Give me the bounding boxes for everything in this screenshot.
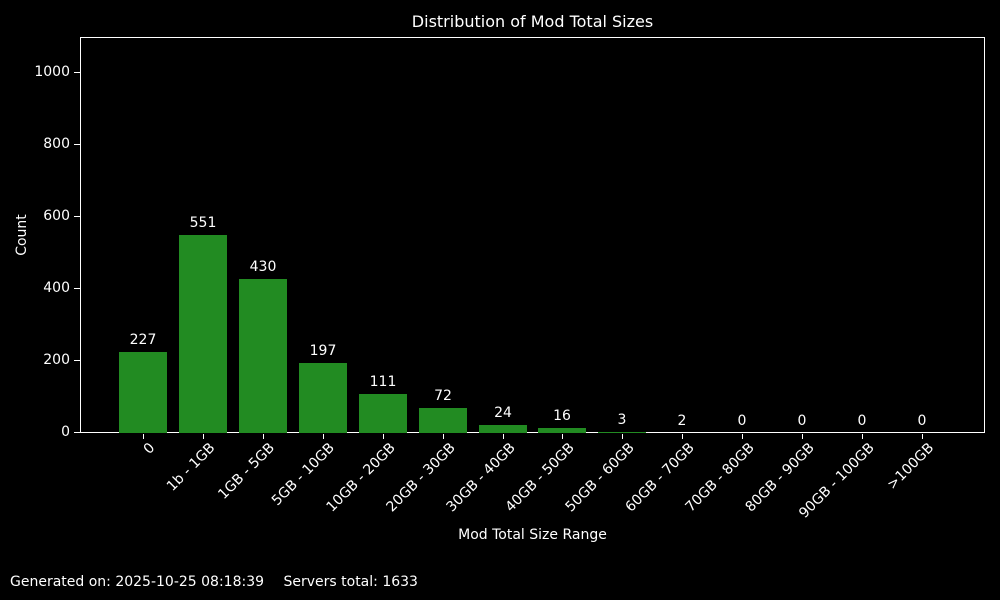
bar-value-label: 0 — [737, 413, 747, 429]
bar-value-label: 197 — [309, 343, 337, 359]
bar — [239, 279, 287, 433]
x-tick-label-text: 1b - 1GB — [163, 440, 219, 495]
x-axis-title: Mod Total Size Range — [458, 527, 607, 543]
chart-title: Distribution of Mod Total Sizes — [411, 12, 654, 31]
bar-value-label: 72 — [434, 388, 452, 404]
footer: Generated on: 2025-10-25 08:18:39 Server… — [10, 574, 418, 590]
bar-value-label: 2 — [677, 413, 687, 429]
footer-generated-text: Generated on: 2025-10-25 08:18:39 — [10, 574, 265, 590]
x-tick-label-text: 0 — [140, 440, 159, 458]
x-tick-label-text: >100GB — [884, 440, 938, 493]
x-tick-mark — [682, 434, 683, 439]
y-tick-mark — [74, 360, 80, 361]
x-tick-mark — [922, 434, 923, 439]
x-tick-mark — [622, 434, 623, 439]
x-tick-mark — [742, 434, 743, 439]
y-tick-mark — [74, 432, 80, 433]
bar-value-label: 0 — [857, 413, 867, 429]
x-tick-mark — [802, 434, 803, 439]
bar-value-label: 24 — [494, 405, 512, 421]
x-tick-mark — [503, 434, 504, 439]
bar — [598, 432, 646, 433]
y-tick-mark — [74, 216, 80, 217]
bar-value-label: 430 — [249, 259, 277, 275]
footer-servers-total-text: Servers total: 1633 — [283, 574, 418, 590]
y-tick-label: 600 — [43, 208, 70, 224]
y-tick-label: 400 — [43, 280, 70, 296]
x-tick-mark — [203, 434, 204, 439]
x-tick-mark — [143, 434, 144, 439]
bar — [359, 394, 407, 433]
bar — [299, 363, 347, 433]
bar-value-label: 3 — [617, 412, 627, 428]
x-tick-mark — [383, 434, 384, 439]
bar-value-label: 0 — [797, 413, 807, 429]
bar-value-label: 0 — [917, 413, 927, 429]
plot-area — [80, 37, 985, 433]
x-tick-mark — [443, 434, 444, 439]
y-tick-label: 200 — [43, 352, 70, 368]
y-tick-mark — [74, 144, 80, 145]
bar-value-label: 551 — [189, 215, 217, 231]
y-tick-label: 1000 — [34, 64, 70, 80]
bar — [179, 235, 227, 433]
bar — [538, 428, 586, 433]
y-tick-mark — [74, 288, 80, 289]
x-tick-mark — [562, 434, 563, 439]
bar-value-label: 111 — [369, 374, 397, 390]
y-tick-mark — [74, 72, 80, 73]
x-tick-label-text: 1GB - 5GB — [215, 440, 279, 503]
y-tick-label: 800 — [43, 136, 70, 152]
bar — [479, 425, 527, 433]
bar — [419, 408, 467, 433]
bar-value-label: 16 — [553, 408, 571, 424]
x-tick-mark — [862, 434, 863, 439]
x-tick-mark — [263, 434, 264, 439]
bar-value-label: 227 — [129, 332, 157, 348]
x-tick-mark — [323, 434, 324, 439]
bar — [119, 352, 167, 433]
y-axis-title: Count — [6, 37, 38, 433]
y-tick-label: 0 — [61, 424, 70, 440]
